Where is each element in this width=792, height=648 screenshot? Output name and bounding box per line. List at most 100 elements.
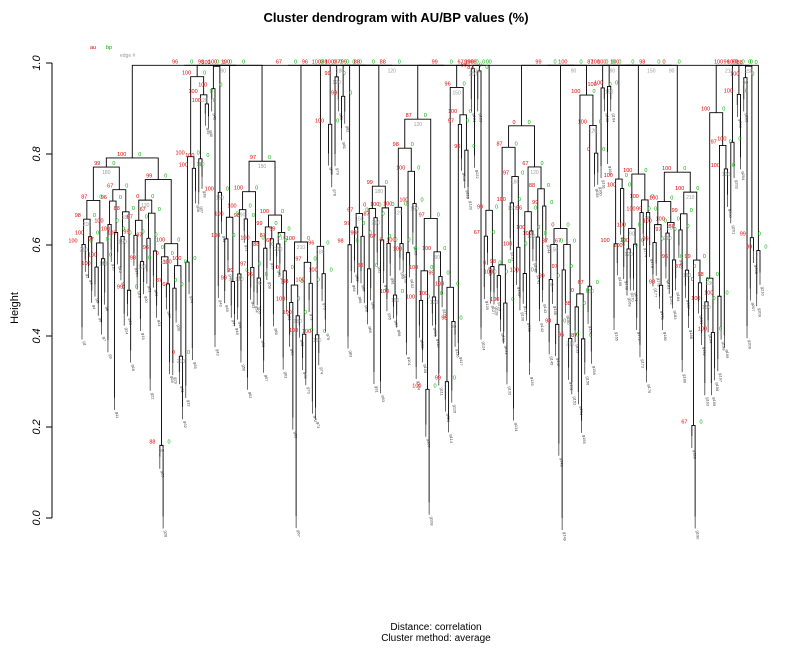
bp-value: 0 [242, 59, 245, 65]
bp-value: 0 [453, 376, 456, 382]
au-value: 100 [630, 194, 639, 200]
bp-value: 0 [125, 184, 128, 190]
au-value: 99 [746, 245, 752, 251]
y-tick-label: 0.2 [31, 419, 43, 434]
bp-value: 0 [748, 59, 751, 65]
edge-id: 210 [274, 247, 283, 253]
dendrogram-link [404, 118, 432, 219]
au-value: 100 [88, 253, 97, 259]
au-value: 88 [114, 206, 120, 212]
dendrogram-link [600, 87, 605, 167]
bp-value: 0 [313, 256, 316, 262]
au-value: 100 [409, 265, 418, 271]
au-value: 100 [675, 186, 684, 192]
edge-id: 210 [667, 225, 676, 231]
edge-id: 180 [316, 249, 325, 255]
leaf-label: g136 [520, 312, 525, 322]
edge-id: 150 [161, 260, 170, 266]
bp-value: 0 [210, 89, 213, 95]
bp-value: 0 [758, 232, 761, 238]
leaf-label: g195 [712, 397, 717, 407]
bp-value: 0 [281, 209, 284, 215]
au-value: 100 [211, 233, 220, 239]
bp-value: 0 [573, 239, 576, 245]
dendrogram-link [691, 425, 696, 517]
dendrogram-link [131, 64, 237, 158]
bp-value: 0 [145, 214, 148, 220]
au-value: 0 [691, 277, 694, 283]
bp-value: 0 [437, 212, 440, 218]
dendrogram-link [417, 64, 470, 120]
au-value: 100 [435, 281, 444, 287]
dendrogram-link [269, 238, 274, 315]
bp-value: 0 [304, 310, 307, 316]
bp-value: 0 [651, 194, 654, 200]
dendrogram-link [380, 239, 385, 382]
bp-value: 0 [200, 162, 203, 168]
au-value: 97 [344, 221, 350, 227]
leaf-label: g4 [92, 305, 97, 310]
dendrogram-link [92, 166, 120, 201]
leaf-label: g210 [761, 287, 766, 297]
au-value: 99 [477, 204, 483, 210]
leaf-label: g178 [657, 278, 662, 288]
leaf-label: g170 [631, 293, 636, 303]
edge-id: 180 [683, 273, 692, 279]
bp-value: 0 [644, 168, 647, 174]
au-value: 99 [740, 232, 746, 238]
leaf-label: g199 [725, 349, 730, 359]
edge-id: 180 [375, 189, 384, 195]
leaf-label: g1 [83, 341, 88, 346]
leaf-label: g117 [459, 357, 464, 366]
au-value: 100 [94, 218, 103, 224]
bp-value: 0 [151, 194, 154, 200]
leaf-label: g160 [598, 187, 603, 197]
au-value: 88 [321, 59, 327, 65]
dendrogram-link [477, 70, 482, 328]
au-value: 0 [587, 147, 590, 153]
bp-value: 0 [670, 196, 673, 202]
bp-value: 0 [174, 278, 177, 284]
au-value: 100 [727, 59, 736, 65]
leaf-label: g122 [475, 170, 480, 180]
leaf-label: g52 [248, 392, 253, 399]
leaf-label: g161 [602, 180, 607, 190]
leaf-label: g166 [618, 277, 623, 287]
au-value: 88 [668, 224, 674, 230]
bp-value: 0 [158, 207, 161, 213]
au-value: 100 [422, 246, 431, 252]
edge-id: 210 [277, 235, 286, 241]
au-value: 98 [338, 239, 344, 245]
leaf-label: g164 [611, 113, 616, 123]
bp-value: 0 [515, 141, 518, 147]
leaf-label: g111 [439, 388, 444, 397]
au-value: 99 [256, 221, 262, 227]
au-value: 100 [283, 310, 292, 316]
au-value: 97 [250, 155, 256, 161]
au-value: 96 [350, 230, 356, 236]
au-value: 100 [205, 186, 214, 192]
edge-id: 120 [722, 172, 731, 178]
dendrogram-link [423, 217, 438, 271]
au-value: 99 [464, 59, 470, 65]
au-value: 100 [156, 238, 165, 244]
au-value: 100 [296, 277, 305, 283]
au-value: 100 [730, 72, 739, 78]
leaf-label: g149 [563, 532, 568, 542]
bp-value: 0 [177, 238, 180, 244]
dendrogram-link [146, 237, 151, 379]
leaf-label: g57 [264, 375, 269, 382]
au-value: 98 [282, 279, 288, 285]
bp-value: 0 [661, 237, 664, 243]
dendrogram-link [243, 218, 248, 378]
edge-id: 120 [624, 252, 633, 258]
bp-value: 0 [187, 350, 190, 356]
leaf-label: g11 [115, 412, 120, 419]
bp-value: 0 [142, 229, 145, 235]
bp-value: 0 [712, 296, 715, 302]
dendrogram-link [522, 273, 527, 309]
bp-value: 0 [742, 59, 745, 65]
au-value: 67 [458, 59, 464, 65]
au-value: 97 [732, 59, 738, 65]
au-value: 99 [535, 59, 541, 65]
